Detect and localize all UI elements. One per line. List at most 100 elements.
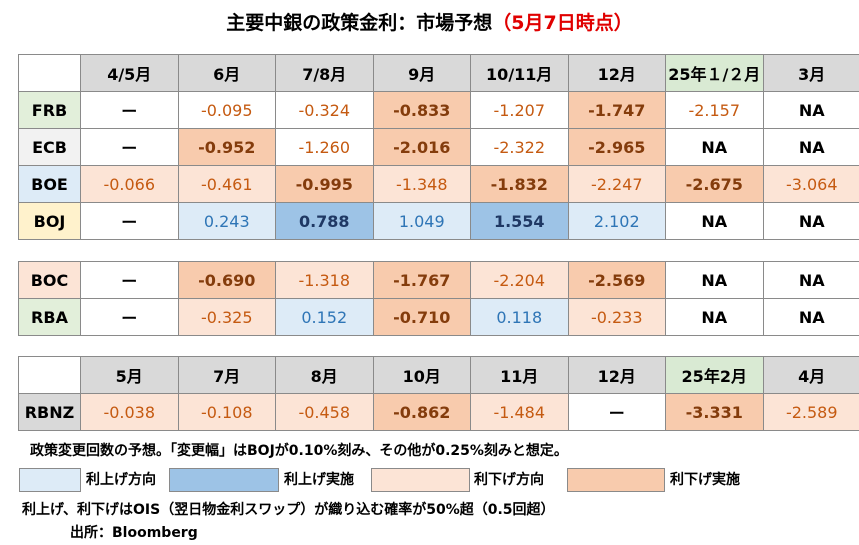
rate-cell: ー	[80, 298, 179, 336]
column-header: 8月	[275, 356, 374, 394]
rate-cell: -1.318	[275, 261, 374, 299]
legend-swatch-cut-executed	[567, 468, 665, 492]
legend-swatch-hike-direction	[19, 468, 81, 492]
rate-cell: 1.554	[470, 202, 569, 240]
column-header: 7/8月	[275, 54, 374, 92]
column-header: 4月	[762, 356, 859, 394]
rate-cell: -0.461	[177, 165, 276, 203]
rate-table-rbnz: 5月 7月 8月 10月 11月 12月 25年2月 4月 RBNZ -0.038…	[18, 356, 859, 431]
table-row: BOE -0.066 -0.461 -0.995 -1.348 -1.832 -2.247-…	[18, 165, 859, 203]
rate-cell: -1.207	[470, 91, 569, 129]
rate-cell: 0.118	[470, 298, 569, 336]
footnote-text: 利上げ、利下げはOIS（翌日物金利スワップ）が織り込む確率が50%超（0.5回超…	[22, 502, 555, 518]
rate-cell: ー	[80, 91, 179, 129]
rate-cell: -0.995	[275, 165, 374, 203]
rate-cell: -3.064	[762, 165, 859, 203]
table-row: BOJ ー 0.243 0.788 1.049 1.554 2.102 NA NA	[18, 202, 859, 240]
row-label-rba: RBA	[18, 298, 81, 336]
rate-cell: NA	[665, 261, 764, 299]
rate-cell: NA	[665, 298, 764, 336]
rate-cell: -0.233	[567, 298, 666, 336]
rate-cell: NA	[762, 91, 859, 129]
column-header: 12月	[567, 54, 666, 92]
rate-cell: -1.832	[470, 165, 569, 203]
rate-cell: -0.325	[177, 298, 276, 336]
rate-cell: -2.322	[470, 128, 569, 166]
rate-cell: -2.247	[567, 165, 666, 203]
legend-swatch-cut-direction	[371, 468, 470, 492]
column-header: 3月	[762, 54, 859, 92]
column-header: 6月	[177, 54, 276, 92]
row-label-boe: BOE	[18, 165, 81, 203]
table-row: ECB ー -0.952 -1.260 -2.016 -2.322 -2.965 NA NA	[18, 128, 859, 166]
row-label-ecb: ECB	[18, 128, 81, 166]
rate-cell: ー	[80, 202, 179, 240]
rate-cell: -0.108	[177, 393, 276, 431]
rate-cell: -2.569	[567, 261, 666, 299]
rate-cell: -0.862	[372, 393, 471, 431]
rate-cell: NA	[665, 202, 764, 240]
column-header: 11月	[470, 356, 569, 394]
table-corner-cell	[18, 54, 81, 92]
column-header: 12月	[567, 356, 666, 394]
rate-cell: NA	[665, 128, 764, 166]
table-row: BOC ー -0.690 -1.318 -1.767 -2.204 -2.569 NA NA	[18, 261, 859, 299]
rate-cell: -1.747	[567, 91, 666, 129]
rate-cell: -0.066	[80, 165, 179, 203]
rate-cell: -2.204	[470, 261, 569, 299]
rate-cell: -1.348	[372, 165, 471, 203]
table-row: RBA ー -0.325 0.152 -0.710 0.118 -0.233 NA NA	[18, 298, 859, 336]
column-header: 10月	[372, 356, 471, 394]
rate-cell: -0.690	[177, 261, 276, 299]
rate-cell: NA	[762, 202, 859, 240]
rate-cell: -0.458	[275, 393, 374, 431]
rate-cell: -2.965	[567, 128, 666, 166]
legend-label-hike-executed: 利上げ実施	[284, 472, 354, 488]
rate-cell: 1.049	[372, 202, 471, 240]
rate-table-main: 4/5月 6月 7/8月 9月 10/11月 12月 25年１/２月 3月 FR…	[18, 54, 859, 240]
rate-cell: -0.324	[275, 91, 374, 129]
row-label-boj: BOJ	[18, 202, 81, 240]
table-row: FRB ー -0.095 -0.324 -0.833 -1.207 -1.747 -2.157…	[18, 91, 859, 129]
row-label-rbnz: RBNZ	[18, 393, 81, 431]
rate-cell: NA	[762, 261, 859, 299]
legend-label-cut-direction: 利下げ方向	[474, 472, 544, 488]
page-title: 主要中銀の政策金利：市場予想（5月7日時点）	[0, 8, 859, 35]
title-main: 主要中銀の政策金利：市場予想	[226, 12, 493, 34]
legend-label-hike-direction: 利上げ方向	[86, 472, 156, 488]
table-row: RBNZ -0.038 -0.108 -0.458 -0.862 -1.484 ー -3.33…	[18, 393, 859, 431]
rate-cell: -3.331	[665, 393, 764, 431]
column-header: 4/5月	[80, 54, 179, 92]
rate-cell: NA	[762, 128, 859, 166]
legend-swatch-hike-executed	[169, 468, 279, 492]
note-text: 政策変更回数の予想。「変更幅」はBOJが0.10%刻み、その他が0.25%刻みと…	[30, 443, 568, 459]
table-header-row: 4/5月 6月 7/8月 9月 10/11月 12月 25年１/２月 3月	[18, 54, 859, 92]
column-header: 9月	[372, 54, 471, 92]
column-header: 10/11月	[470, 54, 569, 92]
rate-cell: 0.788	[275, 202, 374, 240]
rate-table-boc-rba: BOC ー -0.690 -1.318 -1.767 -2.204 -2.569 NA NA RB…	[18, 261, 859, 336]
table-corner-cell	[18, 356, 81, 394]
rate-cell: ー	[80, 128, 179, 166]
rate-cell: -1.767	[372, 261, 471, 299]
rate-cell: 0.243	[177, 202, 276, 240]
rate-cell: -2.016	[372, 128, 471, 166]
source-text: 出所：Bloomberg	[70, 525, 198, 541]
rate-cell: ー	[567, 393, 666, 431]
rate-cell: -1.484	[470, 393, 569, 431]
rate-cell: -0.095	[177, 91, 276, 129]
rate-cell: -2.675	[665, 165, 764, 203]
rate-cell: -0.710	[372, 298, 471, 336]
column-header: 25年１/２月	[665, 54, 764, 92]
rate-cell: ー	[80, 261, 179, 299]
rate-cell: NA	[762, 298, 859, 336]
rate-cell: 2.102	[567, 202, 666, 240]
column-header: 7月	[177, 356, 276, 394]
legend-label-cut-executed: 利下げ実施	[670, 472, 740, 488]
row-label-boc: BOC	[18, 261, 81, 299]
column-header: 25年2月	[665, 356, 764, 394]
rate-cell: -0.952	[177, 128, 276, 166]
rate-cell: -2.157	[665, 91, 764, 129]
table-header-row: 5月 7月 8月 10月 11月 12月 25年2月 4月	[18, 356, 859, 394]
column-header: 5月	[80, 356, 179, 394]
